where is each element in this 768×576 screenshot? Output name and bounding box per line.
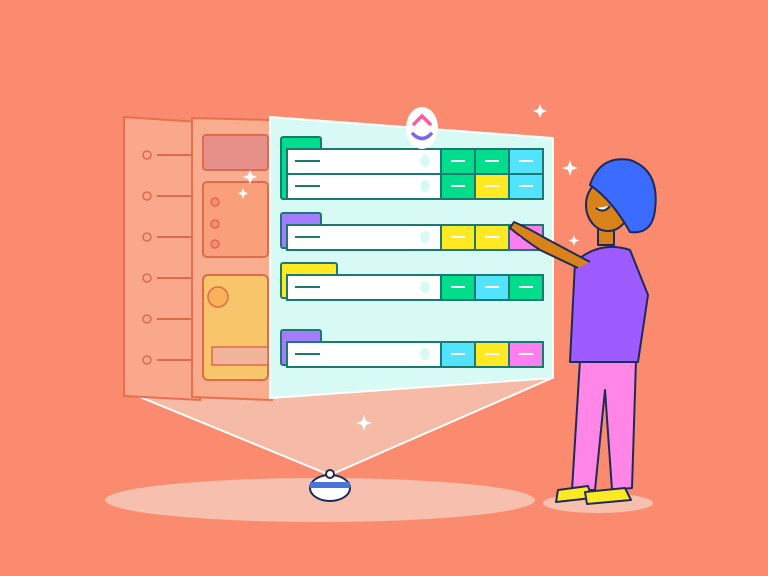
person-figure xyxy=(509,158,657,513)
list-bullet xyxy=(142,150,152,160)
middle-panel-cards xyxy=(191,116,273,402)
task-group xyxy=(280,329,544,368)
projection-beam xyxy=(135,378,552,475)
list-bullet xyxy=(142,314,152,324)
assignee-avatar xyxy=(420,155,430,167)
clickup-logo-icon xyxy=(406,107,438,149)
sparkle-icons xyxy=(237,104,580,431)
list-bullet xyxy=(142,273,152,283)
assignee-avatar xyxy=(420,281,430,293)
task-group xyxy=(280,262,544,301)
task-board xyxy=(280,136,544,368)
assignee-avatar xyxy=(420,231,430,243)
projector-device xyxy=(309,469,351,502)
list-bullet xyxy=(142,232,152,242)
list-bullet xyxy=(142,191,152,201)
assignee-avatar xyxy=(420,180,430,192)
assignee-avatar xyxy=(420,348,430,360)
task-group xyxy=(280,136,544,200)
list-bullet xyxy=(142,355,152,365)
back-panel-list xyxy=(123,115,201,402)
